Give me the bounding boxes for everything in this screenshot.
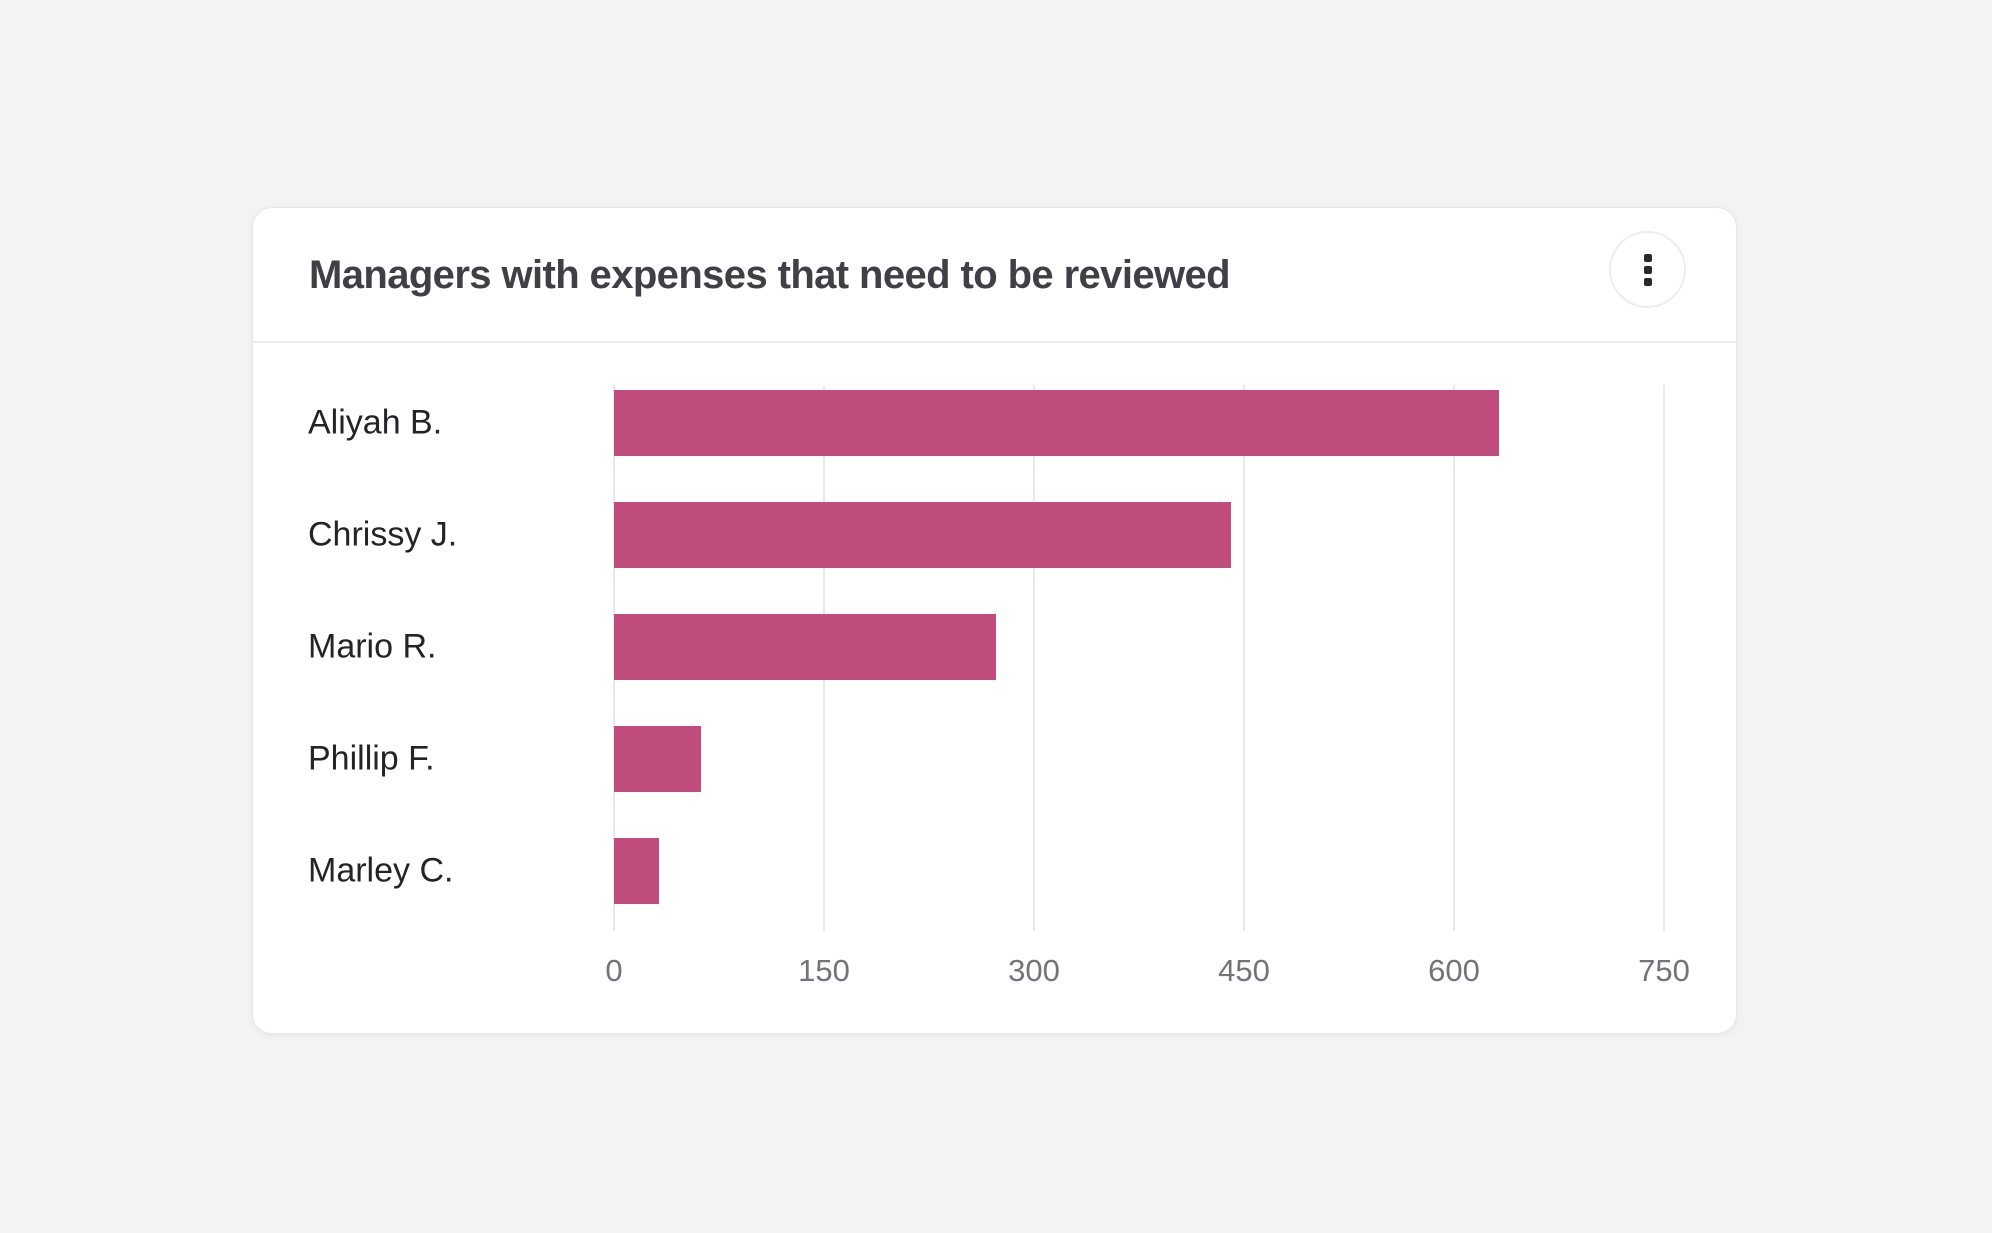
gridline-x-750 <box>1663 385 1665 931</box>
bar-chrissy-j <box>614 502 1232 568</box>
bar-aliyah-b <box>614 390 1499 456</box>
kebab-menu-icon <box>1643 265 1652 274</box>
gridline-x-600 <box>1453 385 1455 931</box>
bar-phillip-f <box>614 726 701 792</box>
card-menu-button[interactable] <box>1609 231 1686 308</box>
x-tick-label: 750 <box>1638 953 1690 988</box>
category-label: Phillip F. <box>308 739 435 778</box>
category-label: Aliyah B. <box>308 403 443 442</box>
kebab-menu-icon <box>1643 253 1652 262</box>
chart-title: Managers with expenses that need to be r… <box>309 253 1231 297</box>
x-tick-label: 300 <box>1008 953 1060 988</box>
gridline-x-450 <box>1243 385 1245 931</box>
gridline-x-300 <box>1033 385 1035 931</box>
card-header: Managers with expenses that need to be r… <box>253 208 1736 343</box>
bar-chart: Aliyah B. Chrissy J. Mario R. Phillip F. Mar… <box>253 343 1736 1033</box>
bar-marley-c <box>614 838 659 904</box>
category-label: Mario R. <box>308 627 437 666</box>
x-tick-label: 450 <box>1218 953 1270 988</box>
x-tick-label: 150 <box>798 953 850 988</box>
x-tick-label: 0 <box>605 953 623 988</box>
bar-mario-r <box>614 614 997 680</box>
category-label: Chrissy J. <box>308 515 458 554</box>
chart-card: Managers with expenses that need to be r… <box>252 207 1737 1034</box>
kebab-menu-icon <box>1643 277 1652 286</box>
category-label: Marley C. <box>308 851 454 890</box>
x-tick-label: 600 <box>1428 953 1480 988</box>
